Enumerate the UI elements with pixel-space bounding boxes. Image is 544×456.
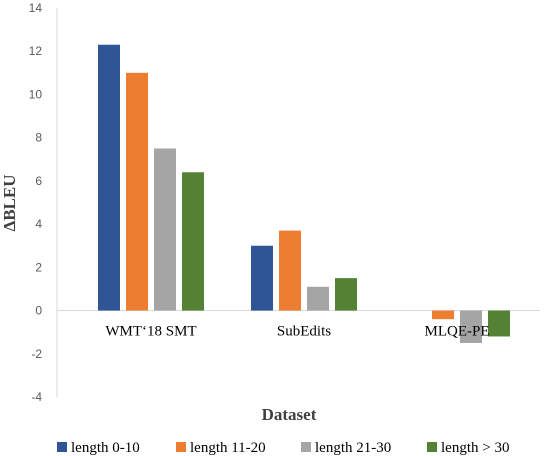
category-labels: WMT‘18 SMT SubEdits MLQE-PE [105,324,489,340]
legend-label: length 11-20 [190,440,266,456]
y-tick-label: 12 [29,44,43,58]
bar-2-1 [432,310,454,320]
y-axis-title: ΔBLEU [0,175,19,232]
category-label: MLQE-PE [425,324,490,340]
bar-1-2 [307,286,329,311]
y-tick-label: 0 [35,304,42,318]
bar-2-2 [460,310,482,343]
y-tick-label: -2 [31,347,42,361]
y-tick-label: 2 [35,260,42,274]
legend-label: length > 30 [441,440,509,456]
legend: length 0-10 length 11-20 length 21-30 lengt… [57,440,509,456]
x-axis-title: Dataset [262,405,317,424]
bar-0-1 [126,72,148,311]
category-label: SubEdits [277,324,331,340]
legend-label: length 21-30 [315,440,391,456]
y-tick-label: 6 [35,174,42,188]
bar-1-1 [279,230,301,311]
y-tick-label: -4 [31,390,42,404]
bar-0-2 [154,148,176,311]
category-label: WMT‘18 SMT [105,324,196,340]
bar-2-3 [488,310,510,337]
bar-1-0 [251,245,273,311]
bar-0-3 [182,172,204,311]
bars-group [98,44,510,343]
legend-label: length 0-10 [71,440,140,456]
y-tick-label: 8 [35,131,42,145]
bar-0-0 [98,44,120,311]
legend-swatch [427,442,437,452]
y-axis-ticks: -4 -2 0 2 4 6 8 10 12 14 [29,1,43,404]
y-tick-label: 14 [29,1,43,15]
y-tick-label: 4 [35,217,42,231]
legend-swatch [301,442,311,452]
legend-swatch [57,442,67,452]
legend-swatch [176,442,186,452]
y-tick-label: 10 [29,87,43,101]
bar-1-3 [335,278,357,311]
